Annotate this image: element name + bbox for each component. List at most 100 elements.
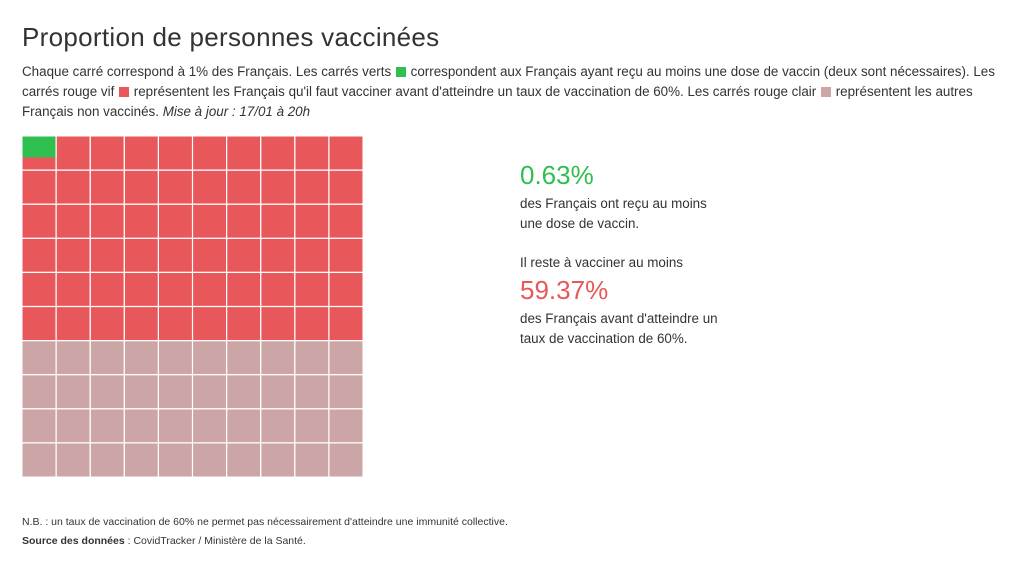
waffle-square xyxy=(90,136,124,170)
waffle-square xyxy=(227,307,261,341)
waffle-square xyxy=(22,170,56,204)
waffle-square xyxy=(295,409,329,443)
waffle-square xyxy=(56,272,90,306)
red-square-legend xyxy=(119,87,130,97)
waffle-square xyxy=(193,272,227,306)
waffle-vaccinated-fill xyxy=(22,136,56,158)
vaccinated-text: des Français ont reçu au moins une dose … xyxy=(520,194,760,234)
waffle-square xyxy=(193,170,227,204)
waffle-square xyxy=(158,409,192,443)
waffle-square xyxy=(158,307,192,341)
waffle-square xyxy=(56,170,90,204)
waffle-square xyxy=(329,272,363,306)
waffle-square xyxy=(329,409,363,443)
waffle-square xyxy=(295,272,329,306)
waffle-square xyxy=(124,341,158,375)
waffle-square xyxy=(329,136,363,170)
stats-panel: 0.63% des Français ont reçu au moins une… xyxy=(520,158,760,349)
vaccinated-percentage: 0.63% xyxy=(520,160,594,190)
source-value: : CovidTracker / Ministère de la Santé. xyxy=(124,535,306,547)
waffle-square xyxy=(261,443,295,477)
waffle-square xyxy=(227,409,261,443)
waffle-square xyxy=(295,375,329,409)
remaining-percentage: 59.37% xyxy=(520,275,609,305)
waffle-square xyxy=(227,170,261,204)
description-part2: correspondent aux Français ayant reçu au… xyxy=(22,64,995,99)
waffle-square xyxy=(227,204,261,238)
waffle-square xyxy=(90,443,124,477)
waffle-square xyxy=(158,272,192,306)
footer: N.B. : un taux de vaccination de 60% ne … xyxy=(22,513,508,551)
green-square-legend xyxy=(395,67,406,77)
waffle-square xyxy=(124,409,158,443)
waffle-square xyxy=(90,204,124,238)
waffle-square xyxy=(329,341,363,375)
waffle-square xyxy=(329,443,363,477)
footer-note: N.B. : un taux de vaccination de 60% ne … xyxy=(22,516,508,528)
waffle-square xyxy=(158,238,192,272)
waffle-square xyxy=(90,341,124,375)
waffle-square xyxy=(261,375,295,409)
waffle-square xyxy=(227,238,261,272)
waffle-square xyxy=(261,307,295,341)
waffle-square xyxy=(90,272,124,306)
vaccinated-text-line1: des Français ont reçu au moins xyxy=(520,196,707,211)
waffle-square xyxy=(158,443,192,477)
chart-description: Chaque carré correspond à 1% des Françai… xyxy=(22,62,1002,122)
remaining-text-line2: taux de vaccination de 60%. xyxy=(520,331,688,346)
waffle-chart xyxy=(22,136,363,477)
waffle-square xyxy=(193,307,227,341)
waffle-square xyxy=(124,204,158,238)
waffle-square xyxy=(56,238,90,272)
waffle-square xyxy=(56,204,90,238)
waffle-square xyxy=(261,272,295,306)
waffle-square xyxy=(329,170,363,204)
waffle-square xyxy=(193,409,227,443)
waffle-square xyxy=(22,341,56,375)
waffle-square xyxy=(329,204,363,238)
waffle-square xyxy=(22,272,56,306)
footer-source: Source des données : CovidTracker / Mini… xyxy=(22,532,508,551)
waffle-square xyxy=(193,204,227,238)
light-red-square-legend xyxy=(820,87,831,97)
waffle-square xyxy=(193,443,227,477)
waffle-square xyxy=(22,204,56,238)
waffle-square xyxy=(295,170,329,204)
waffle-square xyxy=(193,341,227,375)
waffle-square xyxy=(22,409,56,443)
waffle-square xyxy=(90,307,124,341)
waffle-square xyxy=(227,272,261,306)
waffle-square xyxy=(329,307,363,341)
waffle-square xyxy=(56,136,90,170)
waffle-square xyxy=(124,238,158,272)
waffle-square xyxy=(158,204,192,238)
waffle-square xyxy=(193,136,227,170)
source-label: Source des données xyxy=(22,535,125,547)
waffle-square xyxy=(90,238,124,272)
waffle-square xyxy=(56,307,90,341)
waffle-square xyxy=(329,238,363,272)
waffle-square xyxy=(261,204,295,238)
waffle-svg xyxy=(22,136,363,477)
vaccinated-text-line2: une dose de vaccin. xyxy=(520,216,640,231)
waffle-square xyxy=(227,341,261,375)
waffle-square xyxy=(261,341,295,375)
waffle-square xyxy=(124,443,158,477)
waffle-square xyxy=(261,409,295,443)
waffle-square xyxy=(22,443,56,477)
waffle-square xyxy=(227,136,261,170)
waffle-square xyxy=(227,375,261,409)
remaining-text: des Français avant d'atteindre un taux d… xyxy=(520,309,760,349)
waffle-square xyxy=(56,375,90,409)
waffle-square xyxy=(22,375,56,409)
waffle-square xyxy=(261,170,295,204)
waffle-square xyxy=(124,307,158,341)
description-part4: représentent les autres Français non vac… xyxy=(22,84,973,119)
waffle-square xyxy=(124,170,158,204)
waffle-square xyxy=(295,204,329,238)
waffle-square xyxy=(124,272,158,306)
waffle-square xyxy=(124,136,158,170)
waffle-square xyxy=(56,341,90,375)
waffle-square xyxy=(56,443,90,477)
